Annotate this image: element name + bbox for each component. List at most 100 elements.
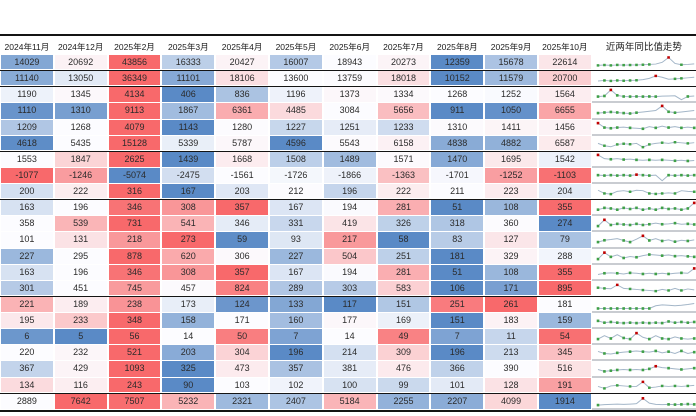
table-cell[interactable]: 836 <box>215 87 269 104</box>
table-cell[interactable]: 13759 <box>322 71 377 87</box>
table-cell[interactable]: 1196 <box>268 87 323 104</box>
table-cell[interactable]: 194 <box>322 200 377 217</box>
table-cell[interactable]: 196 <box>268 345 323 362</box>
table-cell[interactable]: 309 <box>376 345 431 362</box>
table-cell[interactable]: 1334 <box>376 87 431 104</box>
table-cell[interactable]: 18106 <box>215 71 269 87</box>
table-cell[interactable]: 7 <box>430 329 485 346</box>
table-cell[interactable]: 243 <box>107 377 162 393</box>
table-cell[interactable]: 824 <box>215 280 269 296</box>
table-cell[interactable]: 5184 <box>322 393 377 410</box>
table-cell[interactable]: 11140 <box>0 71 54 87</box>
sparkline-cell[interactable] <box>591 55 696 71</box>
table-cell[interactable]: 274 <box>537 216 592 233</box>
table-cell[interactable]: 1411 <box>484 119 538 136</box>
table-cell[interactable]: 4485 <box>268 103 323 120</box>
table-cell[interactable]: 134 <box>0 377 54 393</box>
sparkline-cell[interactable] <box>591 200 696 217</box>
table-cell[interactable]: 211 <box>430 184 485 200</box>
table-cell[interactable]: 301 <box>0 280 54 296</box>
table-cell[interactable]: 308 <box>161 200 216 217</box>
table-cell[interactable]: 367 <box>0 361 54 378</box>
table-cell[interactable]: 1251 <box>322 119 377 136</box>
table-cell[interactable]: 90 <box>161 377 216 393</box>
table-cell[interactable]: 200 <box>0 184 54 200</box>
table-cell[interactable]: -5074 <box>107 167 162 184</box>
table-cell[interactable]: 476 <box>376 361 431 378</box>
table-cell[interactable]: 1867 <box>161 103 216 120</box>
table-cell[interactable]: 1268 <box>53 119 108 136</box>
table-cell[interactable]: 2255 <box>376 393 431 410</box>
table-cell[interactable]: 16007 <box>268 55 323 71</box>
table-cell[interactable]: 227 <box>268 248 323 265</box>
table-cell[interactable]: 1571 <box>376 151 431 168</box>
table-cell[interactable]: 51 <box>430 264 485 281</box>
table-cell[interactable]: 7642 <box>53 393 108 410</box>
table-cell[interactable]: 196 <box>430 345 485 362</box>
table-cell[interactable]: 6587 <box>537 135 592 151</box>
table-cell[interactable]: 3084 <box>322 103 377 120</box>
table-cell[interactable]: 6 <box>0 329 54 346</box>
column-header[interactable]: 2025年3月 <box>167 42 209 52</box>
table-cell[interactable]: 273 <box>161 232 216 249</box>
table-cell[interactable]: 36349 <box>107 71 162 87</box>
table-cell[interactable]: 232 <box>53 345 108 362</box>
table-cell[interactable]: 1252 <box>484 87 538 104</box>
table-cell[interactable]: 5656 <box>376 103 431 120</box>
table-cell[interactable]: 345 <box>537 345 592 362</box>
table-cell[interactable]: 1209 <box>0 119 54 136</box>
table-cell[interactable]: 50 <box>215 329 269 346</box>
sparkline-cell[interactable] <box>591 361 696 378</box>
table-cell[interactable]: 20427 <box>215 55 269 71</box>
table-cell[interactable]: 43856 <box>107 55 162 71</box>
table-cell[interactable]: 295 <box>53 248 108 265</box>
table-cell[interactable]: 2321 <box>215 393 269 410</box>
table-cell[interactable]: 93 <box>268 232 323 249</box>
table-cell[interactable]: 20692 <box>53 55 108 71</box>
table-cell[interactable]: 101 <box>0 232 54 249</box>
table-cell[interactable]: 133 <box>268 296 323 313</box>
table-cell[interactable]: 191 <box>537 377 592 393</box>
table-cell[interactable]: 12359 <box>430 55 485 71</box>
table-cell[interactable]: 22614 <box>537 55 592 71</box>
table-cell[interactable]: -1246 <box>53 167 108 184</box>
table-cell[interactable]: 160 <box>268 313 323 330</box>
table-cell[interactable]: 306 <box>215 248 269 265</box>
table-cell[interactable]: 281 <box>376 200 431 217</box>
table-cell[interactable]: 583 <box>376 280 431 296</box>
table-cell[interactable]: 318 <box>430 216 485 233</box>
sparkline-cell[interactable] <box>591 151 696 168</box>
table-cell[interactable]: -1866 <box>322 167 377 184</box>
table-cell[interactable]: 108 <box>484 200 538 217</box>
table-cell[interactable]: 1190 <box>0 87 54 104</box>
table-cell[interactable]: 251 <box>376 248 431 265</box>
table-cell[interactable]: 5232 <box>161 393 216 410</box>
table-cell[interactable]: 1439 <box>161 151 216 168</box>
table-cell[interactable]: 4838 <box>430 135 485 151</box>
table-cell[interactable]: 451 <box>53 280 108 296</box>
table-cell[interactable]: 1373 <box>322 87 377 104</box>
sparkline-cell[interactable] <box>591 345 696 362</box>
table-cell[interactable]: 2625 <box>107 151 162 168</box>
table-cell[interactable]: 2207 <box>430 393 485 410</box>
table-cell[interactable]: 355 <box>537 200 592 217</box>
table-cell[interactable]: 745 <box>107 280 162 296</box>
sparkline-cell[interactable] <box>591 87 696 104</box>
sparkline-cell[interactable] <box>591 167 696 184</box>
table-cell[interactable]: 1110 <box>0 103 54 120</box>
table-cell[interactable]: 177 <box>322 313 377 330</box>
table-cell[interactable]: 151 <box>376 296 431 313</box>
column-header[interactable]: 2025年2月 <box>114 42 155 52</box>
table-cell[interactable]: 15678 <box>484 55 538 71</box>
table-cell[interactable]: 620 <box>161 248 216 265</box>
table-cell[interactable]: 360 <box>484 216 538 233</box>
table-cell[interactable]: 227 <box>0 248 54 265</box>
table-cell[interactable]: 539 <box>53 216 108 233</box>
table-cell[interactable]: 1668 <box>215 151 269 168</box>
table-cell[interactable]: 304 <box>215 345 269 362</box>
table-cell[interactable]: 1489 <box>322 151 377 168</box>
table-cell[interactable]: 108 <box>484 264 538 281</box>
table-cell[interactable]: 1143 <box>161 119 216 136</box>
table-cell[interactable]: 381 <box>322 361 377 378</box>
table-cell[interactable]: 1233 <box>376 119 431 136</box>
